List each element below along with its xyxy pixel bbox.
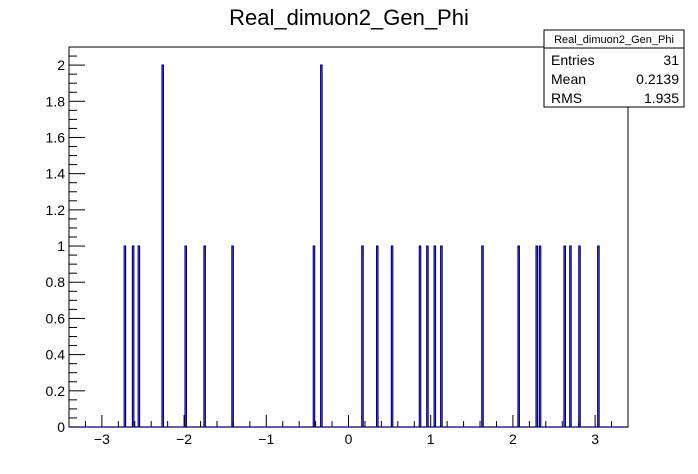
x-tick-label: 0 — [345, 431, 353, 447]
y-tick-label: 0.6 — [46, 310, 66, 326]
x-tick-label: 1 — [427, 431, 435, 447]
stats-entries-value: 31 — [663, 52, 679, 68]
stats-box: Real_dimuon2_Gen_Phi Entries 31 Mean 0.2… — [543, 29, 685, 108]
y-tick-label: 1.8 — [46, 93, 66, 109]
y-tick-label: 1.4 — [46, 166, 66, 182]
stats-box-title: Real_dimuon2_Gen_Phi — [554, 34, 674, 46]
stats-mean-value: 0.2139 — [636, 71, 679, 87]
stats-rms-value: 1.935 — [644, 90, 679, 106]
stats-box-frame — [543, 29, 685, 108]
y-tick-label: 0.2 — [46, 383, 66, 399]
x-tick-label: −3 — [94, 431, 110, 447]
x-tick-label: −1 — [258, 431, 274, 447]
stats-mean-label: Mean — [551, 71, 586, 87]
y-tick-label: 0 — [57, 419, 65, 435]
y-axis-ticks: 0 0.2 0.4 0.6 0.8 1 1.2 1.4 1.6 1.8 2 — [46, 46, 85, 435]
y-tick-label: 0.8 — [46, 274, 66, 290]
x-tick-label: 3 — [591, 431, 599, 447]
stats-entries-label: Entries — [551, 52, 595, 68]
y-tick-label: 1 — [57, 238, 65, 254]
y-tick-label: 1.6 — [46, 129, 66, 145]
histogram-series-line — [69, 64, 628, 428]
y-tick-label: 2 — [57, 57, 65, 73]
stats-rms-label: RMS — [551, 90, 582, 106]
y-tick-label: 0.4 — [46, 347, 66, 363]
x-tick-label: −2 — [176, 431, 192, 447]
y-tick-label: 1.2 — [46, 202, 66, 218]
x-tick-label: 2 — [509, 431, 517, 447]
x-axis-ticks: −3 −2 −1 0 1 2 3 — [68, 415, 629, 447]
chart-title: Real_dimuon2_Gen_Phi — [229, 5, 469, 30]
